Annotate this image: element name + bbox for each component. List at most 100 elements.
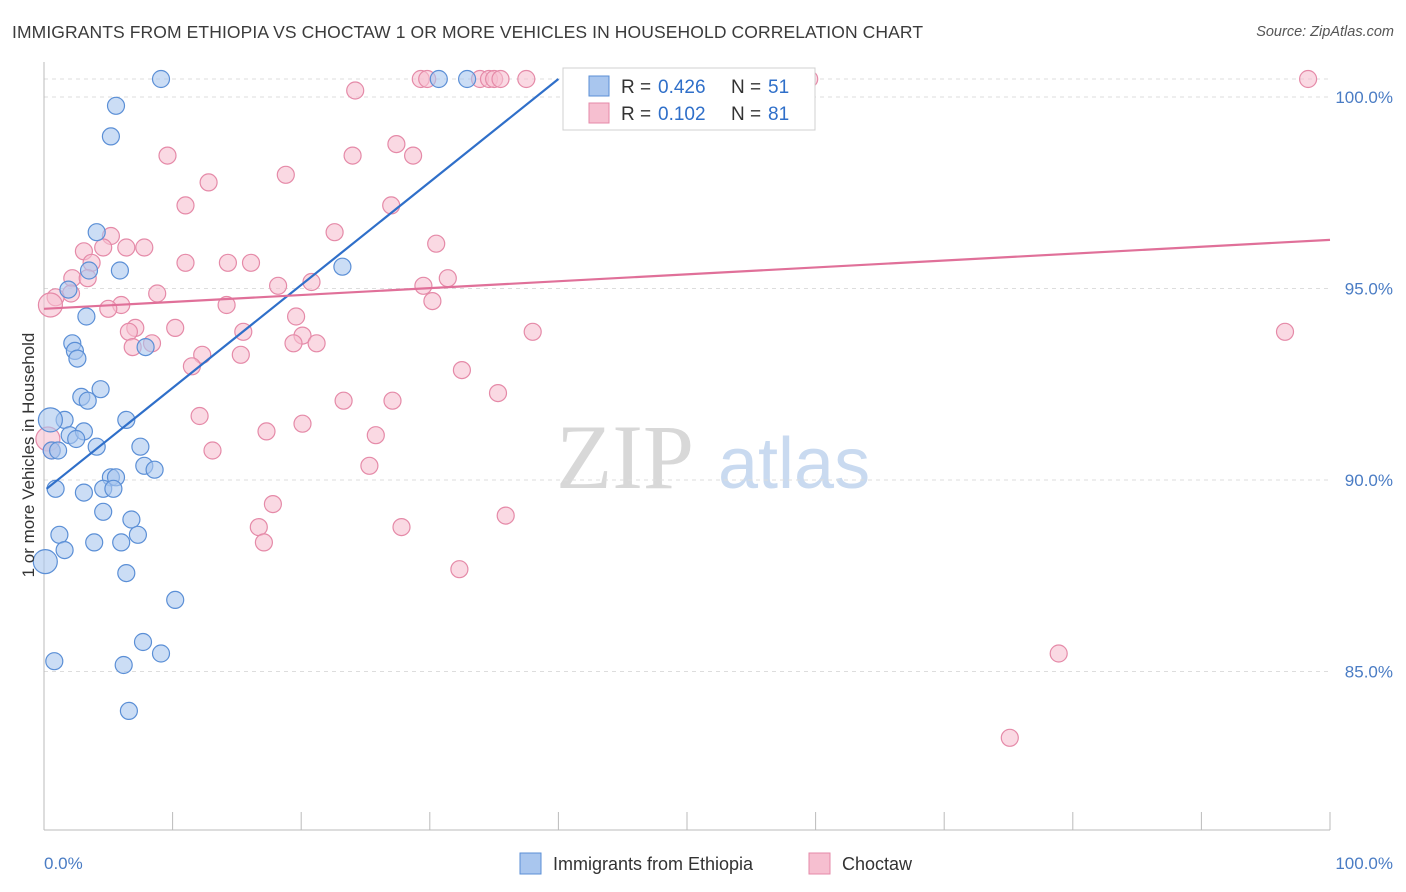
choctaw-point: [276, 165, 295, 184]
choctaw-point: [241, 253, 261, 272]
choctaw-point: [94, 238, 113, 257]
choctaw-point: [392, 517, 411, 537]
ethiopia-point: [458, 69, 477, 89]
bottom-legend-label-ethiopia: Immigrants from Ethiopia: [553, 854, 754, 874]
ethiopia-point: [122, 510, 141, 529]
choctaw-point: [190, 406, 209, 426]
legend-n-value-choctaw: 81: [768, 104, 789, 125]
ethiopia-point: [32, 548, 58, 575]
choctaw-point: [427, 234, 446, 253]
choctaw-point: [491, 69, 510, 89]
choctaw-point: [488, 384, 508, 403]
watermark-zip: ZIP: [556, 406, 694, 508]
choctaw-point: [307, 334, 326, 353]
choctaw-point: [382, 196, 401, 215]
ethiopia-point: [333, 257, 352, 276]
choctaw-point: [517, 69, 536, 89]
legend-r-label-ethiopia: R =: [621, 77, 651, 98]
choctaw-point: [438, 269, 457, 288]
choctaw-point: [404, 146, 423, 165]
gridlines: [44, 78, 1330, 672]
choctaw-point: [119, 322, 138, 341]
choctaw-point: [302, 272, 321, 292]
choctaw-point: [1275, 322, 1295, 341]
legend-r-label-choctaw: R =: [621, 104, 651, 125]
choctaw-point: [414, 276, 433, 295]
ethiopia-point: [78, 391, 97, 410]
ethiopia-point: [429, 69, 448, 89]
choctaw-point: [199, 173, 218, 192]
ethiopia-point: [45, 652, 64, 671]
choctaw-point: [1298, 69, 1318, 89]
ethiopia-point: [87, 223, 106, 242]
ethiopia-point: [101, 127, 121, 146]
choctaw-point: [1000, 728, 1019, 747]
ethiopia-point: [117, 410, 136, 429]
ethiopia-point: [74, 483, 94, 502]
ethiopia-point: [128, 525, 147, 544]
watermark-atlas: atlas: [718, 424, 870, 504]
ethiopia-point: [50, 525, 69, 544]
ethiopia-point: [119, 701, 138, 721]
choctaw-point: [117, 238, 136, 257]
ethiopia-trend-line: [45, 78, 560, 490]
ethiopia-point: [166, 590, 185, 610]
legend-n-value-ethiopia: 51: [768, 77, 789, 98]
legend-r-value-choctaw: 0.102: [658, 104, 706, 125]
choctaw-point: [450, 560, 469, 579]
chart-source: Source: ZipAtlas.com: [1256, 24, 1394, 40]
ethiopia-point: [112, 533, 131, 552]
x-tick-label-max: 100.0%: [1335, 854, 1393, 873]
choctaw-point: [423, 292, 442, 311]
choctaw-point: [254, 533, 273, 552]
choctaw-point: [176, 253, 195, 272]
chart-title: IMMIGRANTS FROM ETHIOPIA VS CHOCTAW 1 OR…: [12, 22, 924, 42]
ethiopia-point: [79, 261, 99, 280]
ethiopia-point: [37, 407, 64, 433]
ethiopia-point: [104, 479, 123, 498]
choctaw-point: [334, 391, 353, 410]
ethiopia-point: [106, 96, 126, 115]
choctaw-point: [452, 361, 471, 380]
ethiopia-point: [110, 261, 130, 280]
choctaw-point: [387, 135, 406, 154]
choctaw-point: [231, 345, 250, 364]
choctaw-point: [257, 422, 276, 441]
choctaw-point: [218, 253, 237, 272]
bottom-legend-swatch-choctaw: [808, 852, 831, 875]
legend-swatch-choctaw: [588, 102, 610, 124]
ethiopia-point: [77, 307, 96, 326]
y-axis-label: 1 or more Vehicles in Household: [19, 333, 38, 578]
ethiopia-point: [136, 338, 155, 357]
tick-labels: 100.0% 95.0% 90.0% 85.0% 0.0% 100.0%: [44, 88, 1393, 873]
ethiopia-point: [114, 655, 133, 675]
choctaw-point: [269, 276, 288, 295]
ethiopia-point: [59, 280, 78, 299]
bottom-legend-label-choctaw: Choctaw: [842, 854, 913, 874]
ethiopia-point: [133, 632, 153, 652]
y-tick-label: 95.0%: [1345, 280, 1393, 299]
choctaw-point: [284, 334, 303, 353]
choctaw-point: [166, 318, 185, 337]
choctaw-point: [366, 426, 385, 445]
choctaw-point: [383, 391, 402, 410]
choctaw-point: [343, 146, 362, 165]
x-tick-label-min: 0.0%: [44, 854, 83, 873]
series-legend: Immigrants from Ethiopia Choctaw: [519, 852, 913, 875]
ethiopia-point: [145, 460, 164, 479]
ethiopia-point: [151, 644, 171, 663]
choctaw-point: [135, 238, 154, 257]
choctaw-point: [523, 322, 542, 341]
legend-r-value-ethiopia: 0.426: [658, 77, 706, 98]
ethiopia-point: [48, 441, 68, 460]
choctaw-point: [158, 146, 177, 165]
choctaw-point: [99, 299, 118, 318]
choctaw-point: [263, 495, 282, 514]
ethiopia-point: [131, 437, 150, 456]
choctaw-point: [293, 414, 312, 433]
y-tick-label: 85.0%: [1345, 663, 1393, 682]
choctaw-point: [325, 223, 344, 242]
y-tick-label: 100.0%: [1335, 88, 1393, 107]
choctaw-point: [496, 506, 515, 525]
